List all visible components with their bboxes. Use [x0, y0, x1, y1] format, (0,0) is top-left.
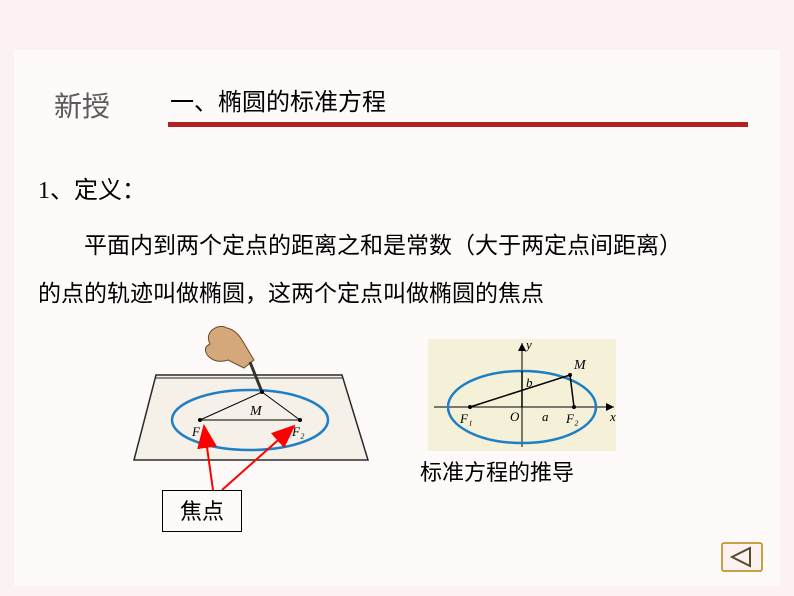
label-F1b: F₁	[459, 411, 472, 426]
derivation-label: 标准方程的推导	[420, 455, 574, 487]
nav-prev-button[interactable]	[720, 541, 764, 578]
slide-title: 一、椭圆的标准方程	[170, 82, 386, 117]
axis-x-label: x	[609, 409, 616, 424]
label-M2: M	[573, 358, 587, 373]
label-F2: F₂	[291, 424, 305, 439]
nav-button-bg	[722, 543, 762, 571]
label-F1: F₁	[191, 424, 204, 439]
label-a: a	[542, 409, 549, 424]
definition-line2: 的点的轨迹叫做椭圆，这两个定点叫做椭圆的焦点	[38, 270, 764, 318]
label-M: M	[249, 404, 263, 419]
label-F2b: F₂	[565, 411, 579, 426]
label-O: O	[510, 409, 520, 424]
definition-label: 1、定义：	[38, 170, 146, 205]
section-label: 新授	[54, 92, 110, 123]
axis-y-label: y	[524, 337, 532, 352]
definition-text: 平面内到两个定点的距离之和是常数（大于两定点间距离） 的点的轨迹叫做椭圆，这两个…	[38, 222, 764, 319]
title-underline	[168, 122, 748, 127]
definition-line1: 平面内到两个定点的距离之和是常数（大于两定点间距离）	[38, 222, 764, 270]
figure-1: M F₁ F₂	[132, 320, 372, 470]
figure-2: y x M F₁ F₂ O a b	[422, 335, 622, 455]
figures-area: M F₁ F₂ y x M F₁	[132, 320, 692, 500]
focus-label-box: 焦点	[162, 490, 242, 532]
label-b: b	[526, 375, 533, 390]
header: 新授	[54, 85, 764, 125]
